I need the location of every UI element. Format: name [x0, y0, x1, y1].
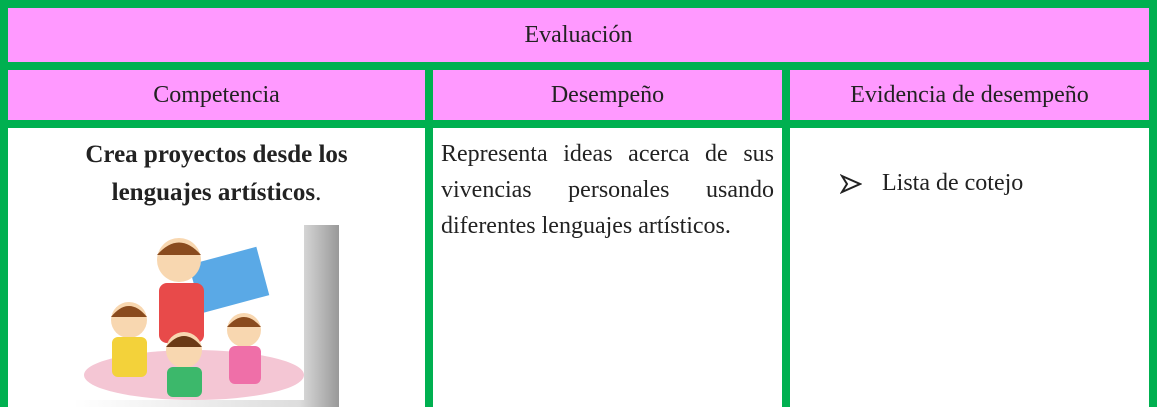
evidencia-item: Lista de cotejo: [840, 170, 1149, 197]
header-text: Evidencia de desempeño: [850, 81, 1089, 108]
header-cell: Evidencia de desempeño: [790, 70, 1149, 120]
competencia-bold: Crea proyectos desde los lenguajes artís…: [85, 141, 348, 206]
illustration: [74, 225, 339, 407]
table-title: Evaluación: [524, 21, 633, 48]
competencia-cell: Crea proyectos desde los lenguajes artís…: [8, 128, 425, 407]
desempeno-text: Representa ideas acerca de sus vivencias…: [441, 141, 774, 239]
header-cell: Competencia: [8, 70, 425, 120]
competencia-tail: .: [315, 179, 322, 206]
header-cell: Desempeño: [433, 70, 782, 120]
evidencia-cell: Lista de cotejo: [790, 128, 1149, 407]
desempeno-cell: Representa ideas acerca de sus vivencias…: [433, 128, 782, 407]
evidencia-text: Lista de cotejo: [882, 170, 1024, 196]
competencia-text: Crea proyectos desde los lenguajes artís…: [38, 136, 395, 212]
title-cell: Evaluación: [8, 8, 1149, 62]
header-text: Desempeño: [550, 81, 665, 108]
header-text: Competencia: [153, 81, 280, 108]
bullet-arrow: [840, 173, 862, 194]
